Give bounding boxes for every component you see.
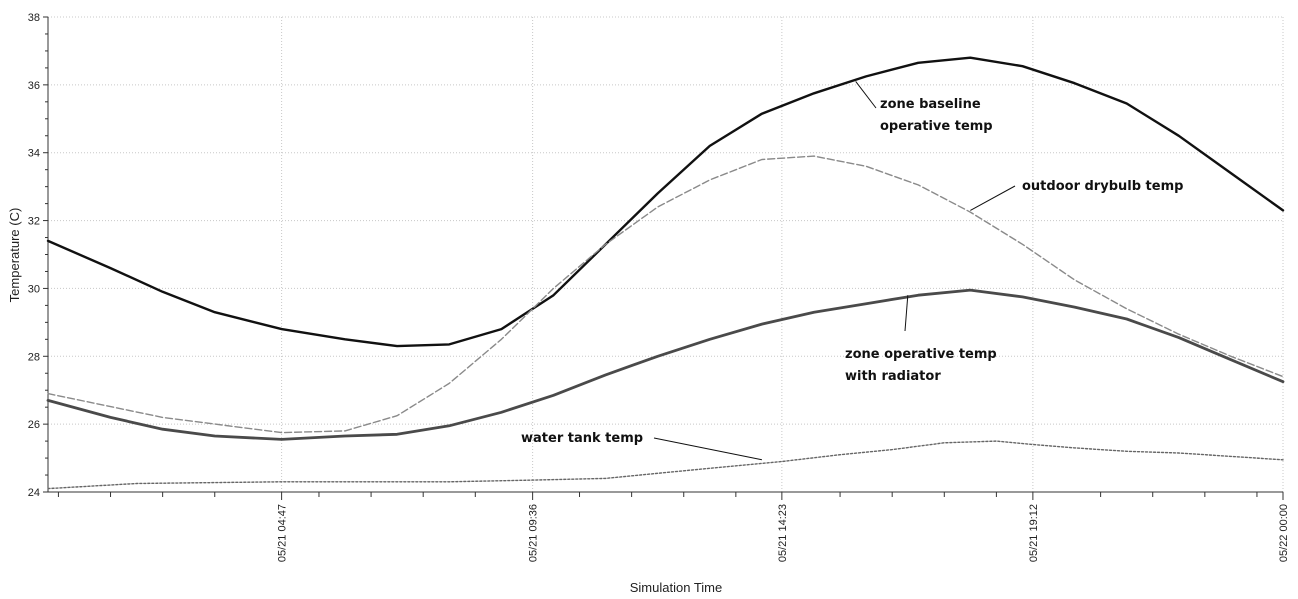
x-tick-label: 05/21 04:47 — [277, 504, 289, 562]
annotation-leader — [855, 81, 877, 109]
grid-lines — [48, 16, 1284, 492]
y-tick-label: 30 — [28, 283, 40, 295]
x-tick-label: 05/21 19:12 — [1028, 504, 1040, 562]
y-axis: 24 26 28 30 32 34 36 38 — [28, 12, 48, 499]
annotation-label: zone baseline — [880, 97, 981, 112]
x-axis: 05/21 04:47 05/21 09:36 05/21 14:23 05/21 1… — [57, 492, 1290, 562]
y-tick-label: 24 — [28, 487, 40, 499]
annotation-layer: zone baseline operative temp outdoor drybu… — [521, 81, 1183, 461]
series-layer — [46, 56, 1285, 490]
annotation-label: operative temp — [880, 119, 993, 134]
x-tick-label: 05/21 09:36 — [528, 504, 540, 562]
y-axis-title: Temperature (C) — [7, 208, 22, 303]
series-line-3 — [47, 440, 1284, 490]
annotation-leader — [653, 437, 763, 461]
x-tick-label: 05/22 00:00 — [1278, 504, 1290, 562]
annotation-label: with radiator — [845, 369, 941, 384]
series-line-0 — [46, 56, 1285, 348]
y-tick-label: 38 — [28, 12, 40, 24]
series-line-1 — [47, 155, 1284, 434]
annotation-label: outdoor drybulb temp — [1022, 179, 1183, 194]
y-tick-label: 28 — [28, 351, 40, 363]
plot-frame — [47, 17, 1283, 493]
x-axis-title: Simulation Time — [630, 580, 722, 595]
y-tick-label: 32 — [28, 216, 40, 228]
annotation-label: zone operative temp — [845, 347, 997, 362]
annotation-leader — [904, 295, 909, 332]
annotation-label: water tank temp — [521, 431, 643, 446]
y-tick-label: 36 — [28, 80, 40, 92]
annotation-leader — [970, 185, 1016, 211]
y-tick-label: 26 — [28, 419, 40, 431]
y-tick-label: 34 — [28, 148, 40, 160]
series-line-2 — [46, 288, 1285, 441]
x-tick-label: 05/21 14:23 — [777, 504, 789, 562]
